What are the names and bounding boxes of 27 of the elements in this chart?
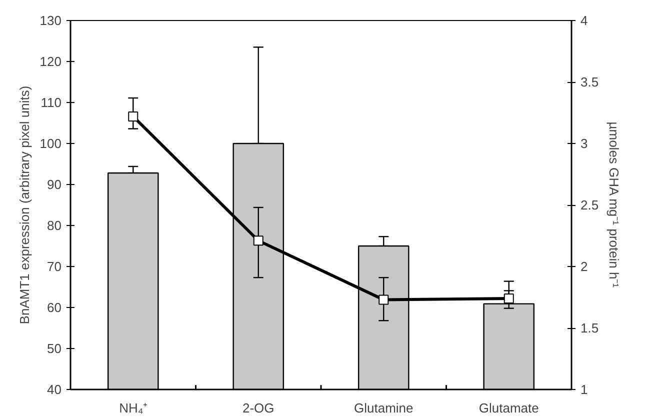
point xyxy=(253,236,264,246)
x-tick-label: Glutamate xyxy=(478,400,539,416)
y-tick-label: 90 xyxy=(47,177,62,192)
point xyxy=(378,294,389,305)
y-tick-label: 110 xyxy=(40,95,62,110)
y-tick-label: 130 xyxy=(40,13,62,28)
x-tick-label: NH₄⁺ xyxy=(119,400,148,416)
y-tick-label: 50 xyxy=(47,341,62,356)
y2-axis-title: µmoles GHA mg⁻¹ protein h⁻¹ xyxy=(606,122,622,288)
y2-tick-label: 2 xyxy=(580,259,588,274)
y-tick-label: 40 xyxy=(47,382,62,397)
point xyxy=(504,293,514,304)
y2-tick-label: 4 xyxy=(580,13,588,28)
y2-tick-label: 3.5 xyxy=(580,74,599,90)
y-tick-label: 100 xyxy=(40,136,62,151)
x-tick-label: 2-OG xyxy=(242,400,274,416)
y2-tick-label: 3 xyxy=(580,136,588,151)
y2-tick-label: 2.5 xyxy=(580,198,599,212)
x-tick-label: Glutamine xyxy=(354,400,414,416)
y-tick-label: 120 xyxy=(40,54,62,69)
y-axis-title: BnAMT1 expression (arbitrary pixel units) xyxy=(16,86,32,324)
y-tick-label: 60 xyxy=(47,300,62,315)
y-tick-label: 70 xyxy=(47,259,62,274)
point xyxy=(128,111,138,122)
y2-tick-label: 1 xyxy=(580,382,588,397)
y2-tick-label: 1.5 xyxy=(580,320,599,336)
y-tick-label: 80 xyxy=(47,218,62,233)
